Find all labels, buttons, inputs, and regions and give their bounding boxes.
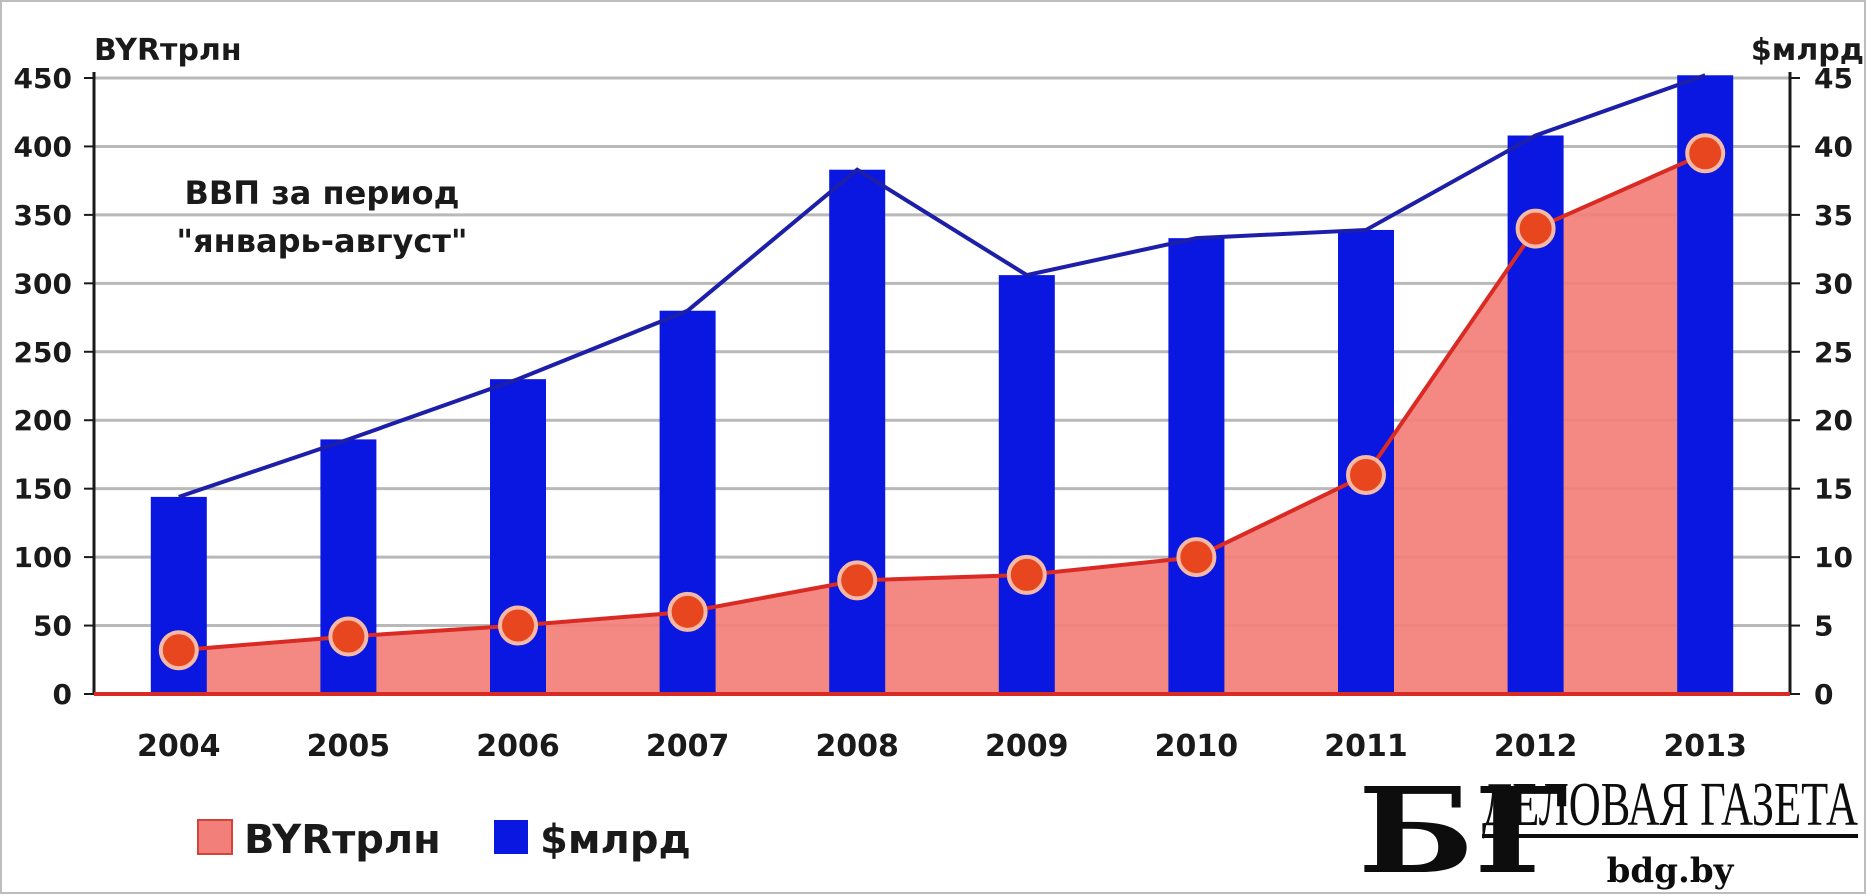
left-tick-label: 50 bbox=[33, 610, 72, 643]
x-tick-label: 2012 bbox=[1494, 729, 1578, 764]
x-tick-label: 2013 bbox=[1663, 729, 1747, 764]
left-axis-ticks: 0 50 100 150 200 250 300 350 400 450 bbox=[14, 62, 72, 711]
right-tick-label: 30 bbox=[1814, 267, 1853, 300]
left-tick-label: 100 bbox=[14, 541, 72, 574]
x-tick-label: 2005 bbox=[307, 729, 391, 764]
left-tick-label: 400 bbox=[14, 130, 72, 163]
x-tick-label: 2010 bbox=[1155, 729, 1239, 764]
publisher-logo: БГ ДЕЛОВАЯ ГАЗЕТА bdg.by bbox=[1358, 761, 1858, 896]
byr-point bbox=[498, 605, 538, 646]
byr-line-layer bbox=[158, 133, 1726, 671]
logo-name: ДЕЛОВАЯ ГАЗЕТА bbox=[1482, 771, 1858, 839]
legend: BYRтрлн $млрд bbox=[197, 817, 691, 863]
right-tick-label: 5 bbox=[1814, 610, 1833, 643]
legend-label-byr: BYRтрлн bbox=[244, 817, 441, 863]
annotation-line-2: "январь-август" bbox=[176, 222, 467, 260]
right-axis-unit-label: $млрд bbox=[1751, 33, 1864, 68]
right-tick-label: 0 bbox=[1814, 678, 1833, 711]
byr-point bbox=[1685, 133, 1726, 174]
legend-swatch-usd bbox=[494, 820, 528, 854]
byr-area-layer bbox=[94, 153, 1706, 695]
legend-swatch-byr bbox=[197, 819, 233, 855]
annotation-line-1: ВВП за период bbox=[185, 174, 460, 212]
left-axis-unit-label: BYRтрлн bbox=[94, 33, 242, 68]
usd-bar bbox=[998, 275, 1055, 694]
byr-point bbox=[1176, 537, 1217, 578]
left-tick-label: 300 bbox=[14, 267, 72, 300]
right-tick-label: 15 bbox=[1814, 473, 1853, 506]
left-tick-label: 200 bbox=[14, 404, 72, 437]
usd-bar bbox=[490, 379, 546, 694]
x-tick-label: 2011 bbox=[1324, 729, 1408, 764]
left-tick-label: 350 bbox=[14, 199, 72, 232]
gridlines bbox=[94, 76, 1790, 628]
byr-point bbox=[328, 616, 369, 657]
left-tick-label: 0 bbox=[53, 678, 72, 711]
usd-bar bbox=[1677, 75, 1734, 695]
right-tick-label: 10 bbox=[1814, 541, 1853, 574]
right-tick-label: 40 bbox=[1814, 130, 1853, 163]
byr-line bbox=[178, 151, 1707, 653]
byr-point bbox=[1515, 208, 1556, 249]
x-tick-label: 2009 bbox=[985, 729, 1069, 764]
x-tick-label: 2006 bbox=[476, 729, 560, 764]
usd-bar bbox=[659, 310, 716, 694]
byr-point bbox=[1006, 554, 1047, 595]
left-tick-label: 450 bbox=[14, 62, 72, 95]
byr-point bbox=[158, 630, 199, 671]
byr-area bbox=[94, 153, 1706, 695]
axes bbox=[84, 72, 1800, 696]
logo-mark: БГ bbox=[1358, 761, 1568, 896]
byr-point bbox=[837, 560, 878, 601]
right-tick-label: 45 bbox=[1814, 62, 1853, 95]
x-tick-label: 2007 bbox=[646, 729, 730, 764]
legend-label-usd: $млрд bbox=[540, 817, 691, 863]
usd-bar bbox=[1168, 238, 1225, 694]
x-tick-label: 2008 bbox=[815, 729, 899, 764]
byr-point bbox=[1346, 454, 1386, 495]
right-tick-label: 20 bbox=[1814, 404, 1853, 437]
right-tick-label: 25 bbox=[1814, 336, 1853, 369]
x-axis-ticks: 2004 2005 2006 2007 2008 2009 2010 2011 2012 2013 bbox=[137, 729, 1747, 764]
logo-url: bdg.by bbox=[1607, 851, 1735, 891]
left-tick-label: 250 bbox=[14, 336, 72, 369]
byr-point bbox=[667, 591, 708, 632]
right-tick-label: 35 bbox=[1814, 199, 1853, 232]
right-axis-ticks: 0 5 10 15 20 25 30 35 40 45 bbox=[1814, 62, 1853, 711]
x-tick-label: 2004 bbox=[137, 729, 221, 764]
left-tick-label: 150 bbox=[14, 473, 72, 506]
usd-line-layer bbox=[178, 73, 1706, 499]
usd-bar bbox=[829, 169, 886, 694]
usd-line bbox=[178, 73, 1706, 499]
